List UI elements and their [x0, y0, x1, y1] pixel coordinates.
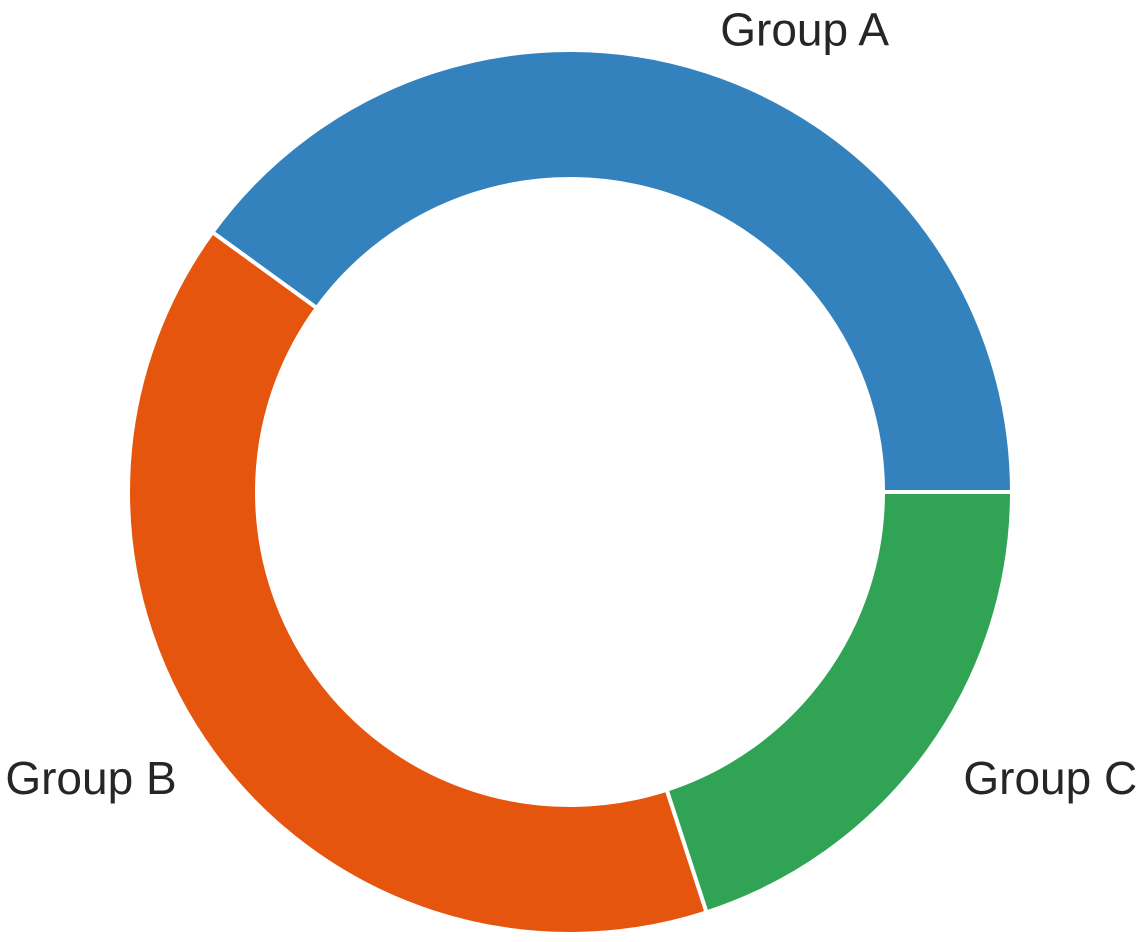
slice-label-group-c: Group C [963, 752, 1137, 804]
slice-label-group-b: Group B [5, 752, 176, 804]
slices-group [125, 47, 1015, 937]
slice-group-b [125, 229, 710, 937]
slice-label-group-a: Group A [720, 4, 889, 56]
labels-group: Group A Group B Group C [5, 4, 1137, 804]
slice-group-a [209, 47, 1015, 494]
slice-group-c [664, 490, 1015, 915]
